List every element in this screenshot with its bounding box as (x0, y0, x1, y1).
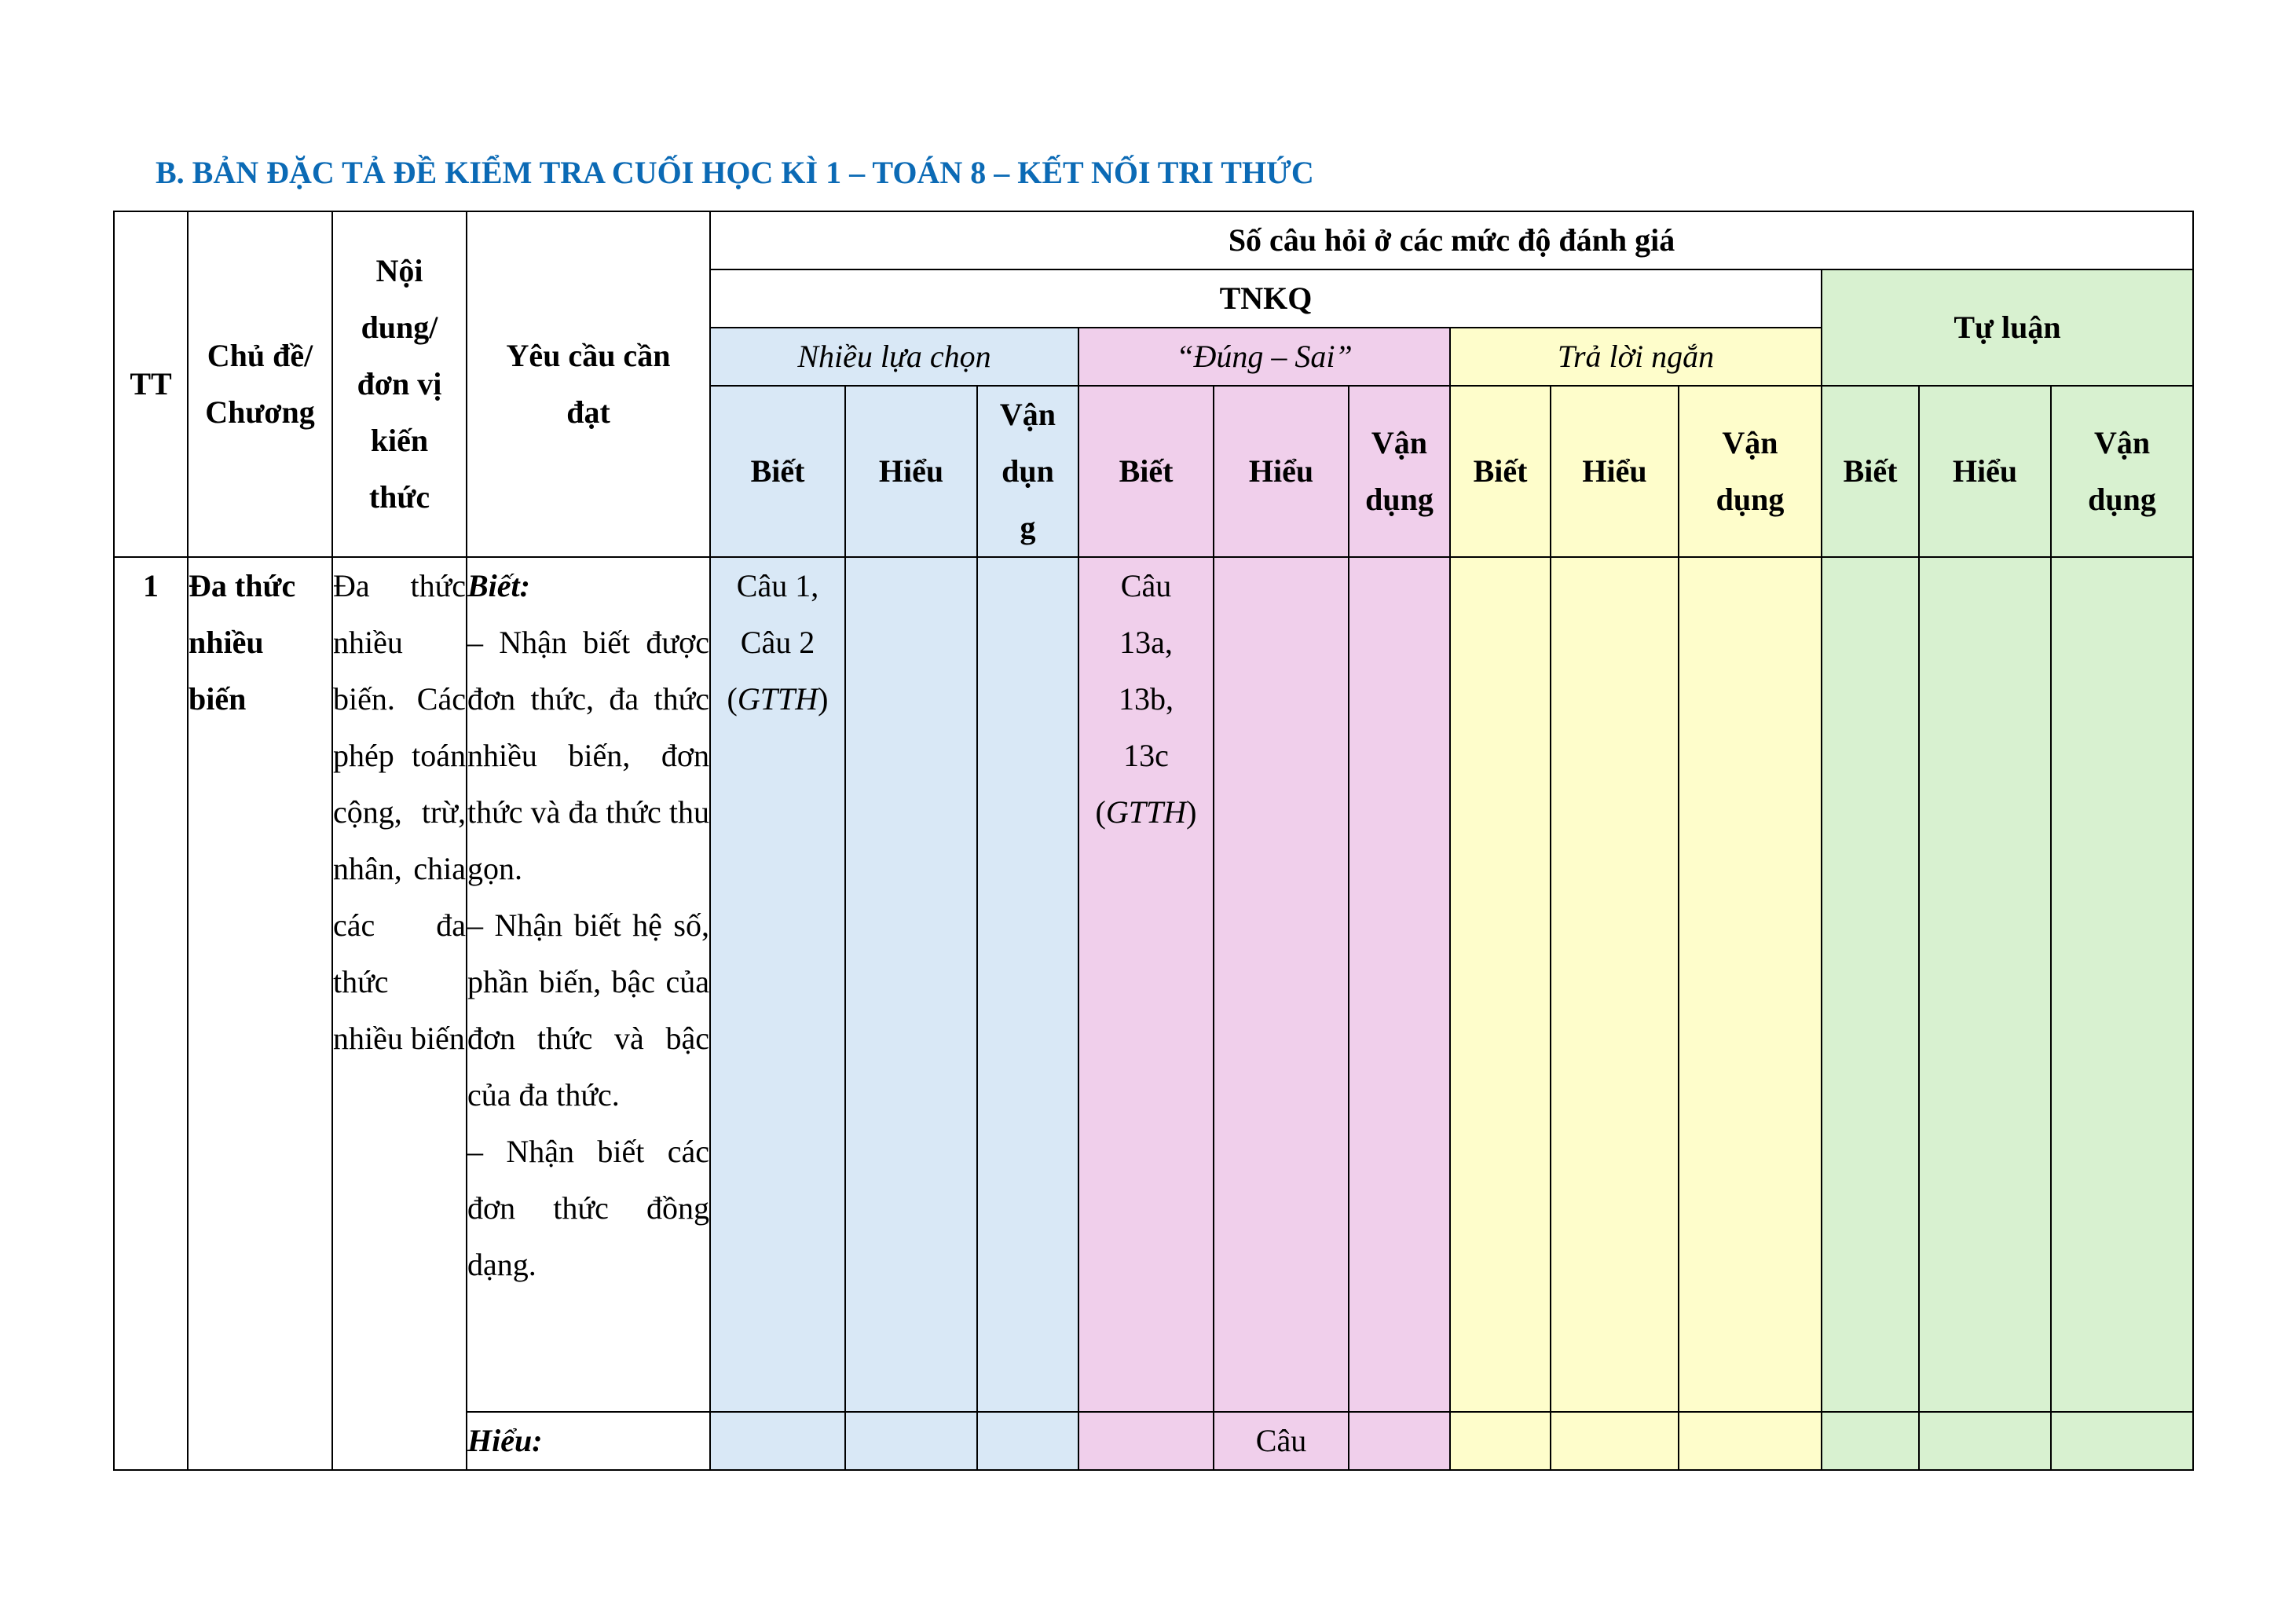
requirement-know: Biết: – Nhận biết được đơn thức, đa thức… (466, 556, 711, 1413)
cell-mc-vandung (976, 556, 1079, 1413)
cell-es-vandung (2049, 1411, 2195, 1471)
requirement-understand: Hiểu: (466, 1411, 711, 1471)
header-essay: Tự luận (1820, 269, 2195, 387)
cell-tf-hieu: Câu (1213, 1411, 1349, 1471)
cell-sa-vandung (1678, 556, 1822, 1413)
cell-tf-hieu (1213, 556, 1349, 1413)
header-mc-biet: Biết (709, 385, 846, 558)
level-label-know: Biết: (467, 568, 530, 603)
cell-mc-hieu (844, 556, 978, 1413)
cell-es-hieu (1918, 1411, 2052, 1471)
header-tnkq: TNKQ (709, 269, 1822, 328)
header-es-hieu: Hiểu (1918, 385, 2052, 558)
tf-biet-close: ) (1186, 794, 1197, 830)
document-title: B. BẢN ĐẶC TẢ ĐỀ KIỂM TRA CUỐI HỌC KÌ 1 … (156, 155, 1314, 190)
specification-table: TT Chủ đề/ Chương Nội dung/ đơn vị kiến … (113, 211, 2195, 1471)
row-unit: Đa thức nhiều biến. Các phép toán cộng, … (331, 556, 467, 1471)
mc-biet-questions: Câu 1, Câu 2 ( (727, 568, 819, 717)
cell-tf-vandung (1348, 1411, 1451, 1471)
header-sa-hieu: Hiểu (1550, 385, 1679, 558)
cell-tf-vandung (1348, 556, 1451, 1413)
header-levels-group: Số câu hỏi ở các mức độ đánh giá (709, 211, 2195, 270)
cell-sa-vandung (1678, 1411, 1822, 1471)
mc-biet-close: ) (818, 681, 829, 717)
header-short-answer: Trả lời ngắn (1449, 327, 1822, 387)
header-es-vandung: Vận dụng (2049, 385, 2195, 558)
header-sa-vandung: Vận dụng (1678, 385, 1822, 558)
mc-biet-note: GTTH (737, 681, 818, 717)
cell-es-hieu (1918, 556, 2052, 1413)
cell-es-vandung (2049, 556, 2195, 1413)
cell-sa-biet (1449, 1411, 1551, 1471)
table-row: 1 Đa thức nhiều biến Đa thức nhiều biến.… (113, 556, 2195, 1471)
cell-sa-biet (1449, 556, 1551, 1413)
cell-mc-biet (709, 1411, 846, 1471)
header-requirement: Yêu cầu cần đạt (466, 211, 711, 558)
header-sa-biet: Biết (1449, 385, 1551, 558)
cell-tf-biet (1078, 1411, 1214, 1471)
header-tt: TT (113, 211, 189, 558)
requirement-know-text: – Nhận biết được đơn thức, đa thức nhiều… (467, 625, 709, 1282)
cell-tf-biet: Câu 13a, 13b, 13c (GTTH) (1078, 556, 1214, 1413)
row-topic: Đa thức nhiều biến (187, 556, 333, 1471)
cell-es-biet (1821, 556, 1920, 1413)
table-row: Hiểu: Câu (114, 1411, 2195, 1471)
row-tt: 1 (113, 556, 189, 1471)
cell-sa-hieu (1550, 1411, 1679, 1471)
header-mc-vandung: Vận dụn g (976, 385, 1079, 558)
cell-mc-hieu (844, 1411, 978, 1471)
header-unit: Nội dung/ đơn vị kiến thức (331, 211, 467, 558)
header-tf-vandung: Vận dụng (1348, 385, 1451, 558)
cell-es-biet (1821, 1411, 1920, 1471)
header-es-biet: Biết (1821, 385, 1920, 558)
header-tf-hieu: Hiểu (1213, 385, 1349, 558)
header-mc-hieu: Hiểu (844, 385, 978, 558)
header-multiple-choice: Nhiều lựa chọn (709, 327, 1079, 387)
cell-sa-hieu (1550, 556, 1679, 1413)
header-tf-biet: Biết (1078, 385, 1214, 558)
tf-biet-note: GTTH (1105, 794, 1187, 830)
cell-mc-biet: Câu 1, Câu 2 (GTTH) (709, 556, 846, 1413)
level-label-understand: Hiểu: (467, 1423, 543, 1458)
header-topic: Chủ đề/ Chương (187, 211, 333, 558)
header-true-false: “Đúng – Sai” (1078, 327, 1451, 387)
cell-mc-vandung (976, 1411, 1079, 1471)
tf-biet-questions: Câu 13a, 13b, 13c ( (1095, 568, 1174, 830)
